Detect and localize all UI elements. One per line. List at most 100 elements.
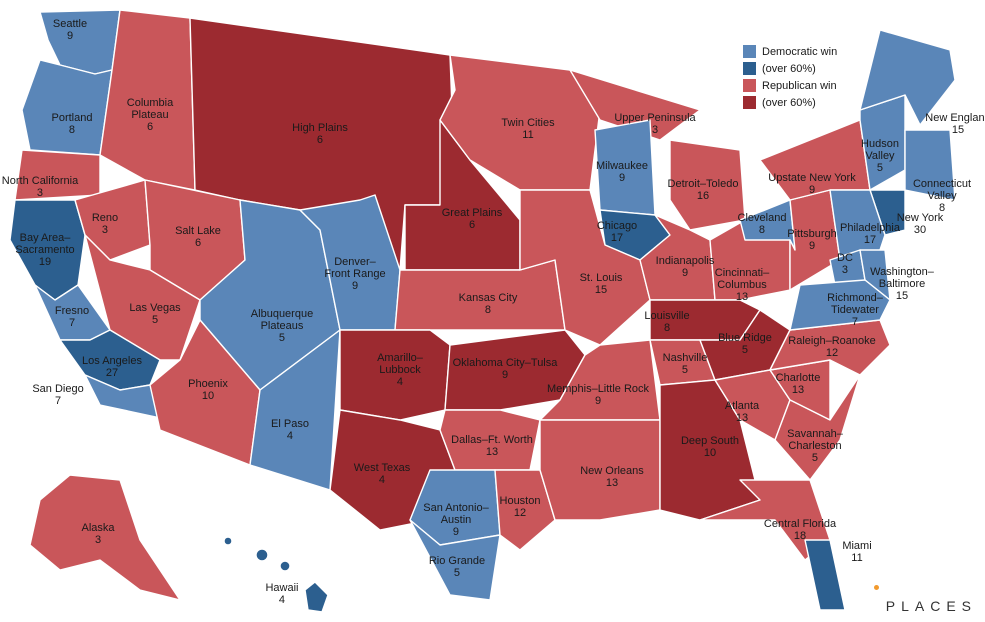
region-name: Connecticut xyxy=(912,178,972,190)
region-label-milwaukee: Milwaukee 9 xyxy=(596,160,648,184)
region-name: Blue Ridge xyxy=(718,332,772,344)
region-name: Chicago xyxy=(596,220,638,232)
region-name: Amarillo– xyxy=(377,352,423,364)
region-name: Kansas City xyxy=(458,292,518,304)
region-name: Charleston xyxy=(788,440,842,452)
region-label-charlotte: Charlotte 13 xyxy=(776,372,821,396)
legend-item: Republican win xyxy=(743,77,837,94)
region-name: Pittsburgh xyxy=(787,228,837,240)
region-name: Portland xyxy=(51,112,93,124)
region-label-philadelphia: Philadelphia 17 xyxy=(840,222,900,246)
region-philadelphia xyxy=(829,189,886,261)
region-miami xyxy=(804,539,846,611)
region-hawaii-isle-2 xyxy=(279,560,291,572)
region-votes: 13 xyxy=(791,384,805,396)
region-votes: 27 xyxy=(105,367,119,379)
region-name: Great Plains xyxy=(441,207,503,219)
region-label-washbalt: Washington– Baltimore 15 xyxy=(870,266,934,302)
region-label-louisville: Louisville 8 xyxy=(644,310,689,334)
region-votes: 6 xyxy=(194,237,202,249)
region-label-upstateny: Upstate New York 9 xyxy=(768,172,855,196)
legend: Democratic win (over 60%) Republican win (o… xyxy=(743,43,837,111)
region-hawaii xyxy=(304,581,329,613)
region-connecticut xyxy=(904,129,956,201)
region-votes: 9 xyxy=(452,526,460,538)
region-votes: 5 xyxy=(876,162,884,174)
region-name: New Orleans xyxy=(580,465,644,477)
region-centralfl xyxy=(699,479,831,561)
brand-logo: PLACES xyxy=(873,585,977,614)
brand-text: PLACES xyxy=(885,598,977,614)
region-houston xyxy=(494,469,556,551)
region-votes: 17 xyxy=(610,232,624,244)
region-label-cleveland: Cleveland 8 xyxy=(738,212,787,236)
region-votes: 12 xyxy=(825,347,839,359)
region-label-okc: Oklahoma City–Tulsa 9 xyxy=(453,357,558,381)
region-name: Baltimore xyxy=(878,278,926,290)
region-votes: 13 xyxy=(735,412,749,424)
region-votes: 13 xyxy=(735,291,749,303)
region-label-bayarea: Bay Area– Sacramento 19 xyxy=(15,232,74,268)
region-name: Columbia xyxy=(126,97,174,109)
region-amarillo xyxy=(339,329,451,421)
region-label-amarillo: Amarillo– Lubbock 4 xyxy=(377,352,423,388)
legend-label: Democratic win xyxy=(762,45,838,58)
region-name: Tidewater xyxy=(831,304,879,316)
region-label-saltlake: Salt Lake 6 xyxy=(175,225,221,249)
region-upperpen xyxy=(569,69,701,141)
region-name: Cincinnati– xyxy=(714,267,770,279)
region-name: Albuquerque xyxy=(250,308,314,320)
region-votes: 8 xyxy=(938,202,946,214)
region-name: Memphis–Little Rock xyxy=(546,383,650,395)
region-votes: 15 xyxy=(895,290,909,302)
region-label-lasvegas: Las Vegas 5 xyxy=(129,302,180,326)
region-label-cincinnati: Cincinnati– Columbus 13 xyxy=(715,267,769,303)
region-label-elpaso: El Paso 4 xyxy=(271,418,309,442)
region-votes: 10 xyxy=(201,390,215,402)
region-label-blueridge: Blue Ridge 5 xyxy=(718,332,772,356)
region-label-dallas: Dallas–Ft. Worth 13 xyxy=(451,434,533,458)
region-votes: 4 xyxy=(286,430,294,442)
region-riogrande xyxy=(409,519,501,601)
region-label-newengland: New England 15 xyxy=(925,112,985,136)
region-name: Miami xyxy=(842,540,872,552)
region-name: Las Vegas xyxy=(129,302,181,314)
region-label-chicago: Chicago 17 xyxy=(597,220,637,244)
legend-item: (over 60%) xyxy=(743,94,837,111)
region-label-savannah: Savannah– Charleston 5 xyxy=(787,428,843,464)
region-label-losangeles: Los Angeles 27 xyxy=(82,355,142,379)
region-name: West Texas xyxy=(353,462,411,474)
region-votes: 7 xyxy=(851,316,859,328)
region-label-pittsburgh: Pittsburgh 9 xyxy=(787,228,837,252)
region-name: Cleveland xyxy=(737,212,787,224)
region-name: Washington– xyxy=(870,266,934,278)
region-name: El Paso xyxy=(271,418,309,430)
region-reno xyxy=(74,179,151,261)
region-votes: 9 xyxy=(594,395,602,407)
region-votes: 9 xyxy=(66,30,74,42)
region-votes: 8 xyxy=(484,304,492,316)
region-name: Philadelphia xyxy=(840,222,900,234)
region-votes: 9 xyxy=(681,267,689,279)
region-votes: 11 xyxy=(522,129,534,141)
region-name: Plateau xyxy=(131,109,169,121)
region-lasvegas xyxy=(84,234,201,361)
region-name: Atlanta xyxy=(724,400,760,412)
region-votes: 7 xyxy=(68,317,76,329)
region-votes: 3 xyxy=(94,534,102,546)
region-label-atlanta: Atlanta 13 xyxy=(725,400,759,424)
region-label-fresno: Fresno 7 xyxy=(55,305,89,329)
region-name: Seattle xyxy=(52,18,88,30)
region-name: Salt Lake xyxy=(175,225,221,237)
region-votes: 5 xyxy=(453,567,461,579)
region-name: High Plains xyxy=(292,122,348,134)
region-votes: 16 xyxy=(696,190,710,202)
region-name: Central Florida xyxy=(763,518,837,530)
region-name: Raleigh–Roanoke xyxy=(788,335,876,347)
region-votes: 9 xyxy=(808,184,816,196)
region-label-nashville: Nashville 5 xyxy=(663,352,708,376)
region-votes: 17 xyxy=(863,234,877,246)
region-label-riogrande: Rio Grande 5 xyxy=(429,555,485,579)
region-richmond xyxy=(789,279,891,331)
region-name: Hudson xyxy=(861,138,899,150)
